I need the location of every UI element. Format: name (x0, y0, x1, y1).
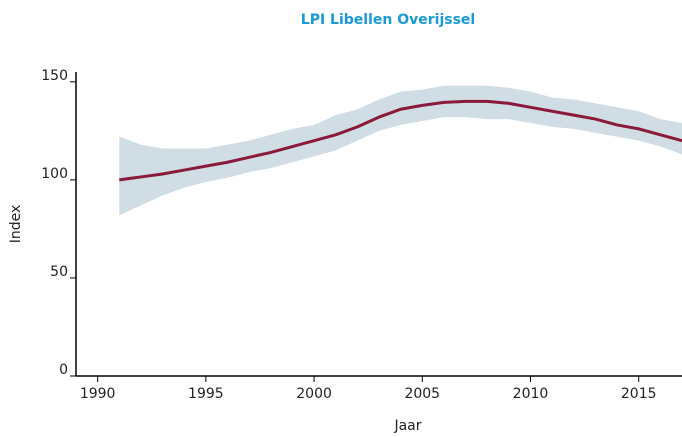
x-axis-label: Jaar (393, 418, 421, 434)
x-tick-label: 2010 (513, 386, 549, 402)
x-tick-label: 1995 (188, 386, 224, 402)
y-tick-label: 150 (41, 68, 68, 84)
x-tick-label: 2005 (404, 386, 440, 402)
y-axis-label: Index (8, 205, 24, 244)
x-tick-label: 1990 (80, 386, 116, 402)
x-tick-label: 2015 (621, 386, 657, 402)
index-line (119, 99, 682, 182)
x-tick-label: 2000 (296, 386, 332, 402)
confidence-band (119, 85, 682, 216)
y-tick-label: 0 (59, 362, 68, 378)
chart-title: LPI Libellen Overijssel (301, 12, 475, 28)
y-tick-label: 50 (50, 264, 68, 280)
y-tick-label: 100 (41, 166, 68, 182)
